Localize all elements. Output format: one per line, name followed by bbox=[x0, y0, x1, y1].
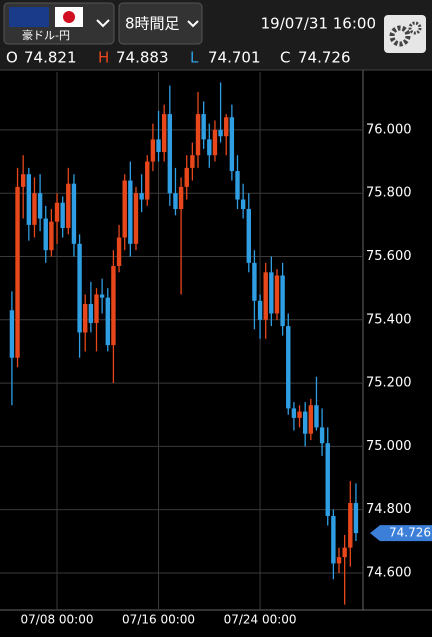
settings-button[interactable] bbox=[384, 15, 426, 53]
candle-body bbox=[122, 180, 127, 238]
candle-body bbox=[20, 174, 26, 187]
candle-body bbox=[235, 171, 240, 200]
candle-body bbox=[173, 193, 178, 210]
y-tick-label: 75.800 bbox=[366, 186, 412, 201]
ohlc-key: L bbox=[190, 49, 199, 67]
candle-body bbox=[336, 557, 342, 564]
candle-body bbox=[291, 408, 297, 418]
candle-body bbox=[342, 547, 347, 558]
candle-body bbox=[246, 209, 251, 263]
candle-body bbox=[49, 221, 54, 251]
ohlc-key: H bbox=[98, 49, 109, 67]
candle-body bbox=[195, 114, 201, 156]
ohlc-key: O bbox=[6, 49, 18, 67]
candle-body bbox=[302, 411, 308, 434]
candle-body bbox=[128, 180, 133, 244]
candle-body bbox=[15, 186, 20, 358]
pair-label: 豪ドル-円 bbox=[22, 28, 70, 42]
candle-body bbox=[190, 155, 195, 168]
candle-body bbox=[99, 294, 105, 298]
candle-body bbox=[297, 411, 302, 418]
candle-body bbox=[9, 310, 15, 358]
ohlc-key: C bbox=[280, 49, 290, 67]
candle-body bbox=[353, 503, 359, 534]
candle-body bbox=[274, 275, 280, 314]
candle-body bbox=[111, 265, 116, 346]
candle-body bbox=[229, 117, 235, 172]
x-tick-label: 07/08 00:00 bbox=[21, 613, 94, 627]
candle-body bbox=[139, 193, 144, 200]
gear-small bbox=[408, 21, 422, 35]
candle-body bbox=[207, 139, 212, 156]
candle-body bbox=[88, 303, 94, 323]
candle-body bbox=[116, 237, 122, 266]
flag-jp-dot bbox=[63, 11, 75, 23]
y-tick-label: 76.000 bbox=[366, 122, 412, 137]
candle-body bbox=[325, 443, 330, 517]
candle-body bbox=[224, 117, 229, 137]
candle-body bbox=[54, 202, 60, 222]
timeframe-button[interactable] bbox=[118, 2, 203, 45]
candle-body bbox=[105, 297, 110, 346]
y-tick-label: 74.800 bbox=[366, 502, 412, 517]
datetime: 19/07/31 16:00 bbox=[261, 15, 376, 33]
timeframe-label: 8時間足 bbox=[125, 15, 180, 33]
y-tick-label: 74.600 bbox=[366, 565, 412, 580]
candle-body bbox=[133, 193, 139, 244]
candle-body bbox=[184, 167, 189, 187]
candle-body bbox=[167, 114, 173, 194]
candle-body bbox=[145, 161, 150, 200]
candle-body bbox=[212, 129, 218, 156]
gear-large bbox=[389, 25, 411, 47]
candle-body bbox=[43, 218, 48, 251]
candle-body bbox=[94, 294, 99, 323]
candle-body bbox=[71, 183, 77, 244]
candle-body bbox=[269, 272, 274, 314]
x-tick-label: 07/16 00:00 bbox=[122, 613, 195, 627]
candle-body bbox=[314, 405, 319, 428]
candle-body bbox=[263, 272, 268, 320]
y-tick-label: 75.400 bbox=[366, 312, 412, 327]
y-tick-label: 75.200 bbox=[366, 376, 412, 391]
candle-body bbox=[37, 193, 43, 219]
candle-body bbox=[280, 275, 285, 327]
price-tag-label: 74.726 bbox=[389, 526, 431, 540]
timeframe-selector[interactable]: 8時間足 bbox=[118, 2, 203, 45]
x-tick-label: 07/24 00:00 bbox=[224, 613, 297, 627]
candle-body bbox=[32, 193, 37, 225]
dropdown-arrow bbox=[187, 20, 199, 28]
ohlc-value: 74.883 bbox=[116, 49, 169, 67]
candle-body bbox=[348, 503, 353, 548]
candle-body bbox=[240, 199, 246, 210]
pair-selector[interactable]: 豪ドル-円 bbox=[3, 2, 115, 45]
candle-body bbox=[150, 139, 156, 162]
candle-body bbox=[308, 405, 314, 434]
candle-body bbox=[319, 427, 325, 444]
candle-body bbox=[218, 129, 223, 137]
ohlc-value: 74.701 bbox=[208, 49, 261, 67]
flag-au bbox=[9, 7, 49, 27]
candle-body bbox=[83, 303, 88, 333]
candle-body bbox=[331, 516, 336, 564]
candle-body bbox=[156, 139, 161, 153]
ohlc-value: 74.726 bbox=[298, 49, 351, 67]
price-tag bbox=[370, 525, 432, 542]
y-tick-label: 75.000 bbox=[366, 439, 412, 454]
candle-body bbox=[66, 183, 71, 229]
candle-body bbox=[201, 114, 206, 140]
candle-body bbox=[60, 202, 65, 229]
candle-body bbox=[161, 114, 167, 153]
ohlc-value: 74.821 bbox=[24, 49, 77, 67]
dropdown-arrow bbox=[96, 19, 110, 28]
candle-body bbox=[252, 262, 257, 301]
candle-body bbox=[257, 300, 263, 320]
candle-body bbox=[77, 243, 82, 333]
candle-body bbox=[286, 326, 291, 409]
candle-body bbox=[178, 186, 184, 210]
y-tick-label: 75.600 bbox=[366, 249, 412, 264]
candle-body bbox=[26, 174, 32, 225]
